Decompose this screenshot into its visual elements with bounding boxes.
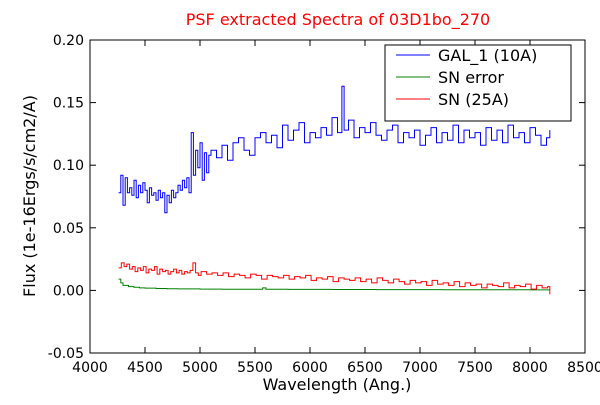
x-tick-label: 5000 — [182, 360, 218, 376]
chart-title: PSF extracted Spectra of 03D1bo_270 — [186, 10, 490, 30]
y-tick-label: 0.00 — [53, 283, 84, 299]
legend-items: GAL_1 (10A) SN error SN (25A) — [396, 46, 537, 109]
y-tick-label: 0.15 — [53, 96, 84, 112]
x-tick-label: 8500 — [567, 360, 600, 376]
x-tick-label: 6500 — [347, 360, 383, 376]
x-tick-label: 7000 — [402, 360, 438, 376]
y-axis-label: Flux (1e-16Ergs/s/cm2/A) — [20, 95, 39, 297]
x-tick-label: 6000 — [292, 360, 328, 376]
y-tick-label: 0.05 — [53, 221, 84, 237]
legend-label: SN (25A) — [438, 90, 509, 109]
axis-ticks: 4000 4500 5000 5500 6000 6500 7000 7500 8000 8500… — [48, 33, 600, 376]
x-tick-label: 5500 — [237, 360, 273, 376]
series-line-sn-error — [118, 278, 550, 291]
x-tick-label: 8000 — [512, 360, 548, 376]
series-layer — [118, 85, 551, 295]
legend-label: SN error — [438, 68, 504, 87]
legend-label: GAL_1 (10A) — [438, 46, 537, 66]
x-axis-label: Wavelength (Ang.) — [263, 375, 412, 394]
x-tick-label: 7500 — [457, 360, 493, 376]
x-tick-label: 4000 — [72, 360, 108, 376]
y-tick-label: 0.10 — [53, 158, 84, 174]
y-tick-label: -0.05 — [48, 346, 84, 362]
legend-box — [384, 44, 572, 122]
y-tick-label: 0.20 — [53, 33, 84, 49]
series-line-gal-1-10a- — [118, 85, 551, 214]
x-tick-label: 4500 — [127, 360, 163, 376]
legend: GAL_1 (10A) SN error SN (25A) — [384, 44, 572, 122]
series-line-sn-25a- — [118, 262, 551, 295]
